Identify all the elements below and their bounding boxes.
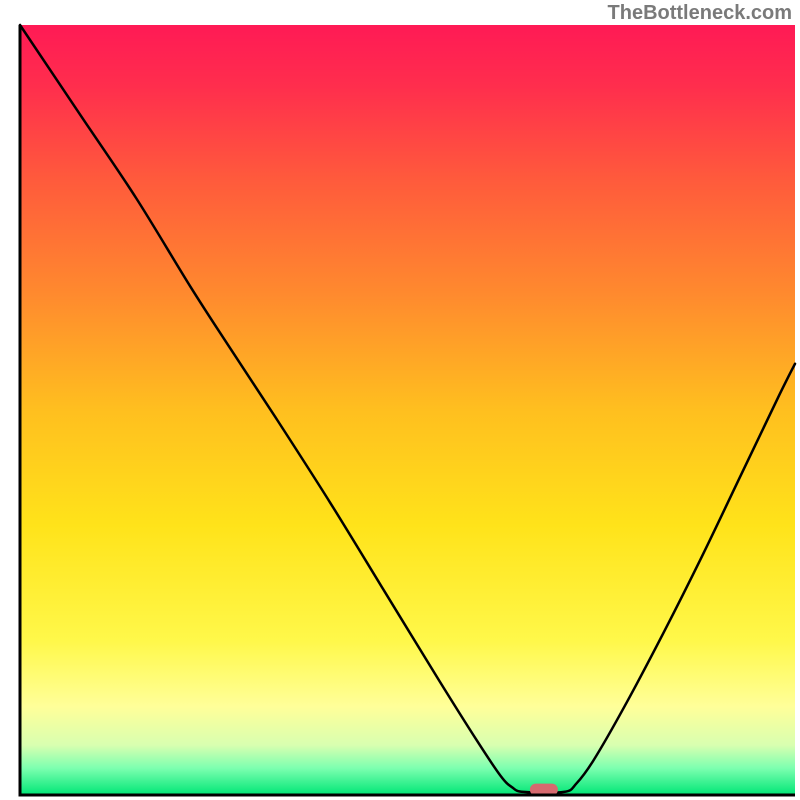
chart-container: TheBottleneck.com [0, 0, 800, 800]
watermark-label: TheBottleneck.com [608, 2, 792, 25]
plot-background [20, 25, 795, 795]
bottleneck-chart [0, 0, 800, 800]
